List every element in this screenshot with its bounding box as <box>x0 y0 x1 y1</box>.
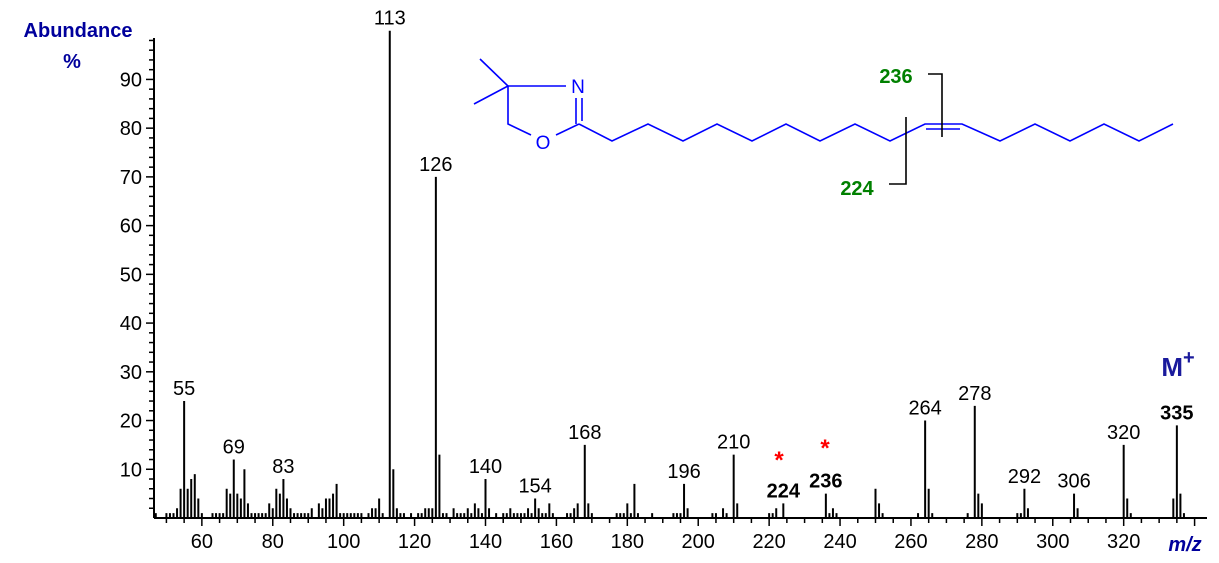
x-tick-label: 300 <box>1036 531 1069 553</box>
x-tick-label: 280 <box>965 531 998 553</box>
x-tick-label: 180 <box>611 531 644 553</box>
x-tick-label: 140 <box>469 531 502 553</box>
y-tick-label: 30 <box>120 362 142 384</box>
peak-label-113: 113 <box>374 8 406 30</box>
peak-label-278: 278 <box>958 383 991 405</box>
peak-label-55: 55 <box>173 378 195 400</box>
y-tick-label: 90 <box>120 69 142 91</box>
peak-label-69: 69 <box>223 437 245 459</box>
structure-label-224: 224 <box>840 178 874 200</box>
peak-label-236: 236 <box>809 471 842 493</box>
asterisk-224: * <box>774 447 784 474</box>
peak-label-154: 154 <box>518 476 551 498</box>
peak-labels: 55 69 83 113 126 140 154 168 196 210 224 236 264 278 2… <box>173 8 1194 503</box>
peak-label-335: 335 <box>1160 402 1193 424</box>
y-tick-label: 40 <box>120 313 142 335</box>
structure-label-236: 236 <box>879 66 912 88</box>
peak-label-264: 264 <box>908 398 941 420</box>
y-tick-label: 60 <box>120 216 142 238</box>
y-axis-unit: % <box>63 51 81 73</box>
peak-label-126: 126 <box>419 154 452 176</box>
peak-label-306: 306 <box>1057 471 1090 493</box>
ring-bonds <box>507 85 566 136</box>
x-tick-label: 160 <box>540 531 573 553</box>
x-tick-label: 260 <box>894 531 927 553</box>
y-tick-label: 50 <box>120 264 142 286</box>
peak-label-320: 320 <box>1107 422 1140 444</box>
peak-label-292: 292 <box>1008 466 1041 488</box>
ring-and-methyls <box>473 58 510 105</box>
x-tick-label: 60 <box>191 531 213 553</box>
x-tick-label: 200 <box>682 531 715 553</box>
y-tick-label: 10 <box>120 459 142 481</box>
molecular-structure <box>473 58 1174 142</box>
peak-label-168: 168 <box>568 422 601 444</box>
x-tick-label: 120 <box>398 531 431 553</box>
peak-bars <box>154 30 1185 518</box>
y-axis-title: Abundance <box>24 20 133 42</box>
x-tick-label: 240 <box>823 531 856 553</box>
y-tick-label: 20 <box>120 411 142 433</box>
peak-label-224: 224 <box>767 480 801 502</box>
x-tick-label: 100 <box>327 531 360 553</box>
x-axis-title: m/z <box>1168 534 1201 556</box>
x-tick-label: 320 <box>1107 531 1140 553</box>
atom-n: N <box>571 77 585 98</box>
x-tick-label: 220 <box>752 531 785 553</box>
atom-o: O <box>536 133 551 154</box>
asterisk-236: * <box>820 435 830 462</box>
peak-label-196: 196 <box>667 461 700 483</box>
y-tick-label: 70 <box>120 167 142 189</box>
alkyl-chain <box>578 123 1174 142</box>
x-tick-label: 80 <box>262 531 284 553</box>
peak-label-83: 83 <box>272 456 294 478</box>
axes: 60 80 100 120 140 160 180 200 220 240 260 280 300 320… <box>120 38 1207 553</box>
fragment-brackets <box>889 73 943 185</box>
molecular-ion-label: M+ <box>1161 347 1194 382</box>
y-tick-label: 80 <box>120 118 142 140</box>
peak-label-140: 140 <box>469 456 502 478</box>
peak-label-210: 210 <box>717 432 750 454</box>
